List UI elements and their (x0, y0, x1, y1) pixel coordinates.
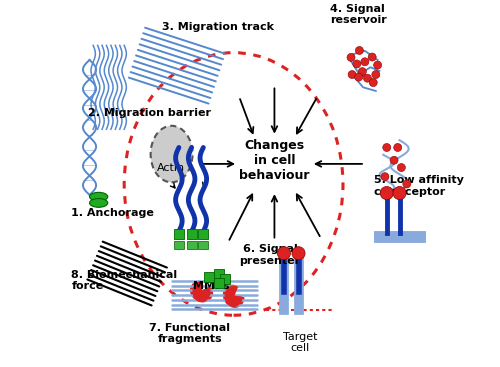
Bar (198, 229, 208, 239)
Bar (174, 229, 184, 239)
Text: Changes
in cell
behaviour: Changes in cell behaviour (239, 139, 310, 182)
Circle shape (353, 60, 361, 68)
Bar (220, 274, 230, 284)
Circle shape (358, 68, 366, 76)
Circle shape (368, 53, 376, 61)
Circle shape (372, 70, 380, 79)
Circle shape (370, 79, 378, 87)
Circle shape (278, 247, 290, 260)
Circle shape (361, 58, 369, 66)
Circle shape (390, 156, 398, 164)
Circle shape (348, 70, 356, 79)
Text: 7. Functional
fragments: 7. Functional fragments (150, 323, 230, 344)
Text: MMPs: MMPs (194, 281, 230, 291)
Ellipse shape (150, 126, 192, 182)
Polygon shape (193, 281, 210, 302)
Bar (186, 241, 197, 249)
Bar (174, 241, 184, 249)
Bar (204, 272, 214, 282)
Polygon shape (225, 286, 242, 306)
Ellipse shape (90, 192, 108, 201)
Circle shape (292, 247, 305, 260)
Text: 5. Low affinity
co-receptor: 5. Low affinity co-receptor (374, 175, 464, 197)
Circle shape (356, 47, 364, 54)
Circle shape (393, 186, 406, 200)
Text: 6. Signal
presenter: 6. Signal presenter (240, 244, 300, 266)
Text: Actin: Actin (157, 163, 185, 172)
Circle shape (398, 164, 406, 171)
Text: 8. Biomechanical
force: 8. Biomechanical force (72, 270, 178, 291)
Bar (198, 241, 208, 249)
Circle shape (354, 73, 362, 81)
Circle shape (403, 180, 411, 188)
Circle shape (383, 143, 391, 152)
Circle shape (394, 143, 402, 152)
Text: 2. Migration barrier: 2. Migration barrier (88, 108, 210, 118)
Text: 4. Signal
reservoir: 4. Signal reservoir (330, 4, 387, 25)
Circle shape (381, 172, 389, 181)
Text: 3. Migration track: 3. Migration track (162, 22, 274, 32)
Circle shape (347, 53, 355, 61)
Circle shape (364, 74, 372, 82)
Bar (186, 229, 197, 239)
Bar (214, 279, 224, 288)
Ellipse shape (90, 199, 108, 207)
Circle shape (374, 61, 382, 69)
Text: 1. Anchorage: 1. Anchorage (72, 208, 154, 218)
Text: Target
cell: Target cell (283, 332, 318, 353)
Bar (214, 269, 224, 278)
Circle shape (380, 186, 394, 200)
